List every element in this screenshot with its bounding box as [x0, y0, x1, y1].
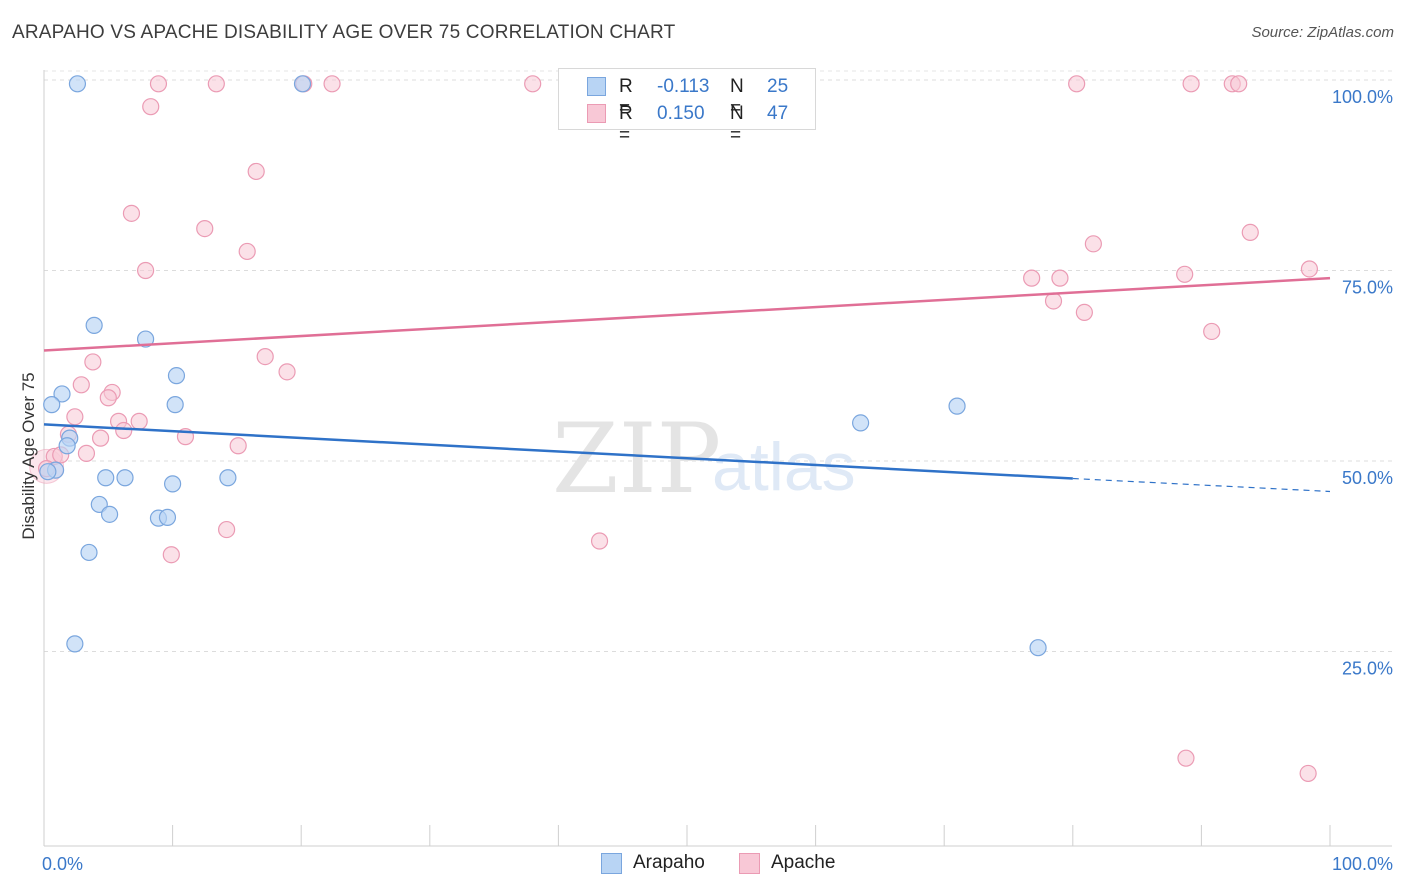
apache-point: [524, 75, 542, 93]
apache-point: [1084, 235, 1102, 253]
apache-n-label: N =: [730, 103, 744, 146]
y-tick-label: 50.0%: [1342, 468, 1393, 488]
y-tick-label: 75.0%: [1342, 278, 1393, 298]
apache-point: [256, 348, 274, 366]
arapaho-point: [158, 508, 177, 526]
apache-point: [218, 520, 236, 539]
apache-point: [99, 389, 117, 407]
arapaho-point: [1029, 639, 1047, 657]
arapaho-point: [39, 463, 57, 481]
arapaho-point: [66, 635, 84, 653]
apache-r-label: R =: [619, 103, 633, 146]
arapaho-point: [136, 330, 155, 348]
apache-point: [229, 437, 247, 455]
arapaho-point: [219, 469, 237, 487]
apache-point: [136, 261, 155, 280]
chart-title: ARAPAHO VS APACHE DISABILITY AGE OVER 75…: [12, 22, 676, 43]
apache-point: [1182, 75, 1200, 93]
y-tick-label: 100.0%: [1332, 87, 1393, 107]
arapaho-point: [167, 367, 186, 385]
apache-point: [323, 75, 341, 93]
arapaho-r-value: -0.113: [657, 76, 710, 97]
apache-point: [1176, 265, 1194, 283]
apache-point: [1177, 749, 1195, 767]
arapaho-point: [293, 75, 312, 93]
arapaho-r-label: R =: [619, 76, 633, 119]
apache-point: [1068, 75, 1086, 93]
axis-labels: Disability Age Over 75 25.0% 50.0% 75.0% 10…: [19, 87, 1393, 874]
apache-point: [149, 75, 168, 93]
correlation-legend: R = -0.113 N = 25 R = 0.150 N = 47: [558, 68, 816, 146]
arapaho-point: [948, 397, 966, 415]
arapaho-point: [85, 316, 103, 334]
apache-point: [115, 421, 133, 440]
apache-point: [247, 162, 265, 181]
x-tick-label-max: 100.0%: [1332, 854, 1393, 874]
y-axis-title: Disability Age Over 75: [19, 372, 38, 539]
apache-point: [162, 546, 180, 564]
arapaho-point: [852, 414, 870, 432]
apache-point: [130, 412, 148, 430]
apache-r-value: 0.150: [657, 103, 705, 124]
apache-point: [238, 242, 256, 261]
apache-point: [142, 98, 160, 116]
apache-point: [122, 204, 141, 222]
apache-point: [1300, 260, 1319, 278]
arapaho-point: [100, 505, 119, 523]
apache-point: [1299, 764, 1317, 783]
gridlines: [44, 70, 1392, 652]
apache-n-value: 47: [767, 103, 789, 124]
x-tick-label-min: 0.0%: [42, 854, 83, 874]
axes: [43, 70, 1392, 847]
arapaho-n-value: 25: [767, 76, 789, 97]
arapaho-point: [80, 543, 98, 562]
y-tick-label: 25.0%: [1342, 659, 1393, 679]
arapaho-point: [43, 396, 61, 414]
arapaho-point: [97, 469, 115, 487]
source-credit: Source: ZipAtlas.com: [1251, 24, 1394, 41]
arapaho-point: [164, 475, 182, 493]
arapaho-trend-line: [43, 423, 1073, 480]
apache-point: [1075, 303, 1093, 322]
arapaho-legend-label: Arapaho: [633, 852, 705, 873]
arapaho-legend-swatch: [601, 853, 622, 874]
apache-point: [1203, 322, 1221, 341]
apache-point: [91, 429, 110, 447]
apache-point: [1241, 223, 1259, 241]
arapaho-trend-extension: [1072, 477, 1331, 493]
apache-point: [77, 444, 96, 462]
apache-point: [72, 376, 90, 394]
arapaho-point: [166, 396, 184, 414]
arapaho-swatch: [587, 77, 606, 96]
apache-point: [1230, 75, 1248, 93]
trend-lines: [43, 276, 1331, 493]
arapaho-point: [90, 495, 108, 514]
apache-point: [84, 353, 102, 371]
apache-trend-line: [43, 276, 1331, 352]
apache-point: [196, 219, 214, 238]
apache-point: [590, 532, 609, 550]
apache-point: [207, 75, 225, 93]
apache-legend-label: Apache: [771, 852, 836, 873]
apache-point: [1044, 292, 1063, 310]
apache-swatch: [587, 104, 606, 123]
apache-point: [278, 363, 296, 381]
arapaho-point: [58, 437, 76, 455]
arapaho-point: [116, 469, 134, 487]
arapaho-n-label: N =: [730, 76, 744, 119]
apache-legend-swatch: [739, 853, 760, 874]
arapaho-point: [53, 385, 71, 403]
apache-point: [1051, 269, 1069, 287]
apache-point: [1023, 269, 1041, 287]
apache-point: [66, 408, 84, 426]
arapaho-point: [68, 75, 87, 93]
